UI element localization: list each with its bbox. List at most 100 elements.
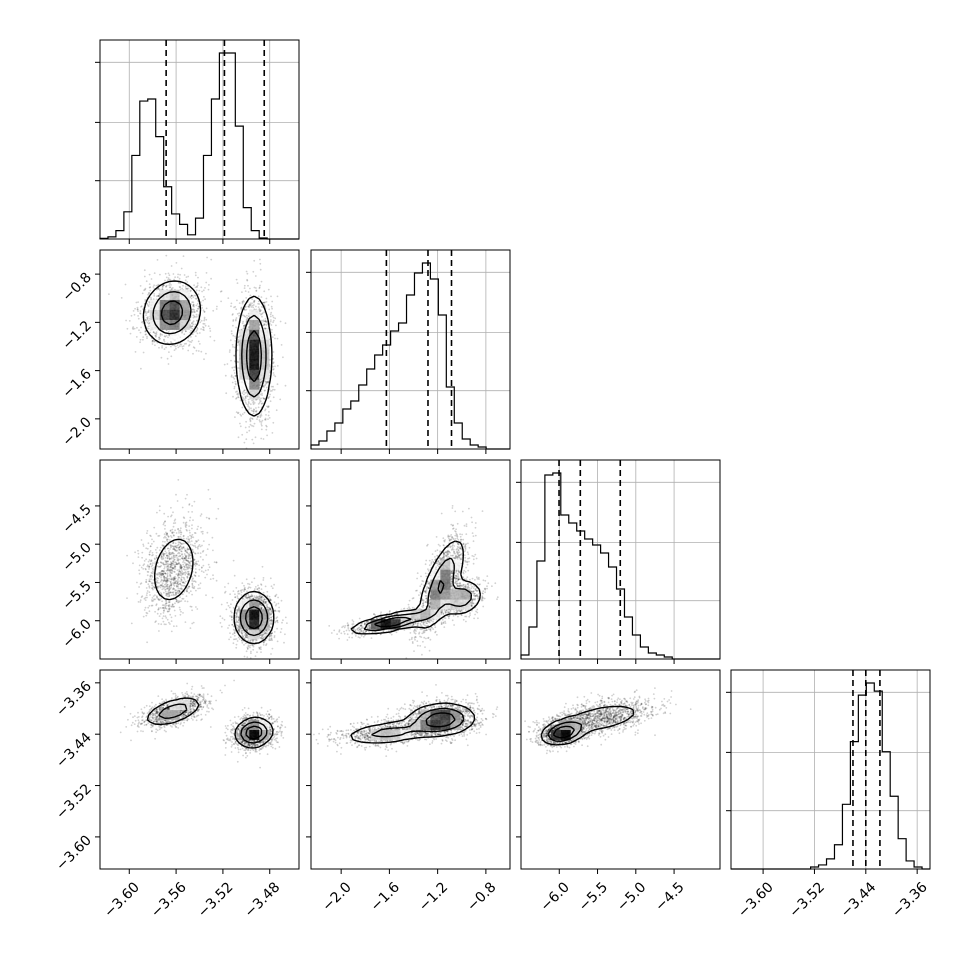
sample-point — [185, 559, 188, 562]
sample-point — [168, 553, 171, 556]
sample-point — [260, 651, 262, 653]
sample-point — [176, 500, 179, 502]
sample-point — [187, 536, 190, 538]
sample-point — [188, 585, 191, 588]
sample-point — [148, 566, 151, 569]
sample-point — [244, 426, 247, 429]
sample-point — [185, 550, 188, 553]
sample-point — [173, 558, 176, 561]
sample-point — [166, 539, 168, 542]
sample-point — [166, 538, 168, 541]
sample-point — [246, 656, 249, 658]
sample-point — [278, 609, 281, 612]
sample-point — [260, 309, 262, 312]
sample-point — [190, 303, 192, 305]
sample-point — [176, 580, 179, 582]
sample-point — [230, 330, 233, 333]
sample-point — [192, 551, 195, 553]
sample-point — [168, 566, 170, 569]
sample-point — [230, 359, 232, 362]
sample-point — [146, 316, 148, 319]
sample-point — [193, 310, 195, 313]
sample-point — [165, 560, 168, 563]
sample-point — [162, 552, 165, 555]
sample-point — [189, 564, 192, 567]
sample-point — [165, 334, 168, 337]
sample-point — [246, 279, 249, 282]
sample-point — [135, 336, 138, 338]
sample-point — [155, 578, 157, 581]
sample-point — [165, 579, 168, 582]
sample-point — [263, 397, 265, 400]
sample-point — [168, 608, 171, 610]
sample-point — [197, 545, 200, 548]
sample-point — [176, 559, 179, 562]
sample-point — [199, 321, 202, 324]
sample-point — [188, 567, 190, 570]
sample-point — [171, 603, 174, 606]
sample-point — [179, 554, 181, 557]
sample-point — [194, 564, 197, 567]
sample-point — [152, 568, 155, 571]
sample-point — [224, 590, 227, 593]
sample-point — [145, 547, 148, 550]
sample-point — [171, 552, 174, 555]
sample-point — [175, 592, 177, 595]
sample-point — [229, 339, 232, 342]
sample-point — [261, 637, 264, 640]
sample-point — [162, 606, 165, 609]
sample-point — [185, 521, 188, 524]
histogram-step-line — [99, 52, 299, 240]
sample-point — [186, 551, 189, 554]
panel-frame — [730, 669, 931, 870]
sample-point — [270, 637, 273, 640]
sample-point — [173, 552, 175, 555]
sample-point — [265, 297, 268, 300]
sample-point — [177, 535, 180, 538]
sample-point — [185, 537, 188, 540]
sample-point — [265, 632, 267, 635]
sample-point — [172, 562, 175, 565]
sample-point — [173, 547, 176, 550]
sample-point — [155, 333, 158, 336]
sample-point — [184, 558, 187, 561]
sample-point — [140, 306, 142, 308]
sample-point — [174, 577, 177, 579]
sample-point — [258, 287, 261, 290]
sample-point — [244, 396, 247, 398]
sample-point — [150, 578, 153, 580]
sample-point — [270, 331, 273, 334]
sample-point — [157, 623, 160, 625]
sample-point — [134, 351, 137, 353]
sample-point — [162, 284, 165, 286]
sample-point — [168, 278, 170, 281]
sample-point — [156, 259, 159, 261]
sample-point — [175, 493, 177, 496]
sample-point — [193, 563, 196, 566]
sample-point — [203, 319, 206, 322]
sample-point — [200, 570, 203, 573]
sample-point — [209, 327, 211, 330]
sample-point — [168, 610, 171, 613]
sample-point — [174, 549, 177, 552]
sample-point — [232, 376, 235, 379]
sample-point — [138, 564, 141, 567]
sample-point — [192, 545, 195, 547]
sample-point — [166, 580, 169, 583]
sample-point — [243, 308, 246, 311]
sample-point — [163, 586, 166, 589]
sample-point — [181, 506, 184, 509]
sample-point — [166, 584, 169, 586]
sample-point — [186, 493, 188, 496]
sample-point — [161, 607, 164, 609]
sample-point — [182, 555, 184, 558]
sample-point — [236, 282, 239, 284]
sample-point — [230, 603, 232, 606]
sample-point — [159, 337, 162, 340]
sample-point — [252, 442, 255, 445]
sample-point — [151, 600, 154, 603]
sample-point — [161, 285, 164, 288]
sample-point — [195, 560, 198, 563]
sample-point — [237, 367, 240, 369]
sample-point — [132, 310, 135, 312]
